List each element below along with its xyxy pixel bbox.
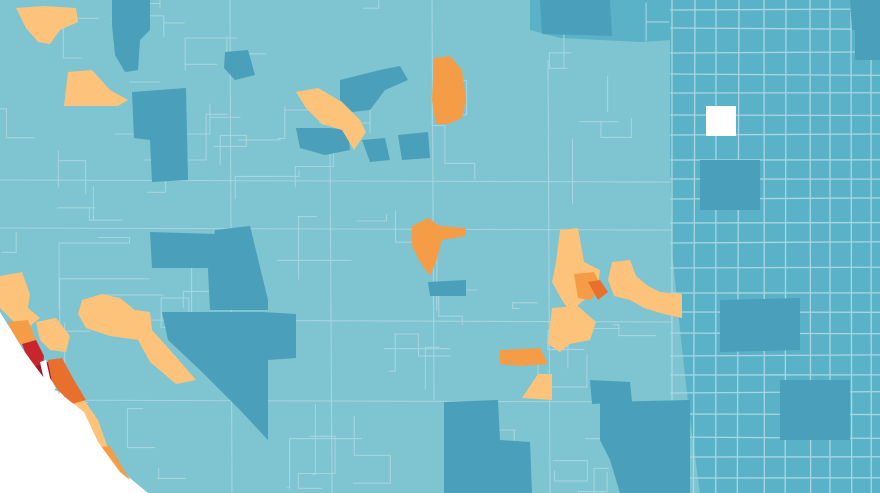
- county-line: [645, 2, 669, 41]
- county-dark-2: [132, 88, 188, 182]
- county-dark-5: [162, 312, 296, 440]
- county-line: [357, 98, 371, 134]
- county-dark-13: [590, 380, 632, 404]
- county-line: [431, 0, 435, 401]
- county-dark-20: [540, 0, 612, 36]
- county-dark-19: [780, 380, 850, 440]
- county-lo-8: [548, 306, 596, 352]
- county-dark-8: [296, 128, 350, 155]
- county-line: [548, 33, 572, 69]
- county-line: [1, 231, 17, 253]
- county-line: [388, 333, 451, 372]
- dark-orange-counties: [48, 280, 608, 404]
- county-line: [0, 179, 673, 183]
- county-line: [669, 266, 880, 269]
- county-r-1: [22, 340, 44, 372]
- county-line: [286, 438, 362, 489]
- county-no-data: [706, 106, 736, 136]
- county-line: [57, 186, 123, 221]
- county-do-2: [588, 280, 608, 300]
- county-line: [126, 408, 156, 449]
- county-line: [329, 139, 333, 493]
- county-line: [362, 0, 380, 9]
- county-line: [57, 150, 87, 195]
- county-lo-7: [608, 260, 682, 318]
- county-lo-5: [78, 294, 196, 384]
- county-dark-6: [224, 50, 255, 80]
- county-do-1: [48, 358, 86, 404]
- county-dark-4: [208, 226, 268, 310]
- county-line: [0, 399, 673, 403]
- county-lo-11: [36, 318, 70, 352]
- county-dark-3: [150, 232, 215, 268]
- county-line: [297, 216, 317, 280]
- county-dark-12: [444, 400, 532, 493]
- county-line: [125, 15, 185, 37]
- ocean: [0, 315, 146, 493]
- county-line: [669, 354, 880, 357]
- county-dark-7: [340, 66, 408, 112]
- county-dark-9: [362, 138, 390, 162]
- county-line: [593, 467, 609, 493]
- county-dark-11: [428, 280, 466, 296]
- county-line: [578, 472, 608, 493]
- county-line: [234, 170, 300, 200]
- county-line: [0, 227, 673, 231]
- county-lo-3: [296, 88, 366, 150]
- county-grid-east: [669, 0, 880, 493]
- county-line: [352, 415, 391, 484]
- county-line: [669, 114, 880, 117]
- county-line: [552, 460, 588, 482]
- county-line: [356, 214, 388, 222]
- county-line: [135, 0, 161, 9]
- county-lo-4: [0, 272, 40, 326]
- county-o-1: [432, 56, 466, 124]
- county-line: [156, 467, 186, 479]
- county-line: [0, 108, 35, 139]
- county-lo-9: [522, 374, 552, 400]
- county-line: [612, 324, 656, 337]
- county-o-3: [500, 348, 548, 366]
- county-lo-2: [64, 70, 128, 106]
- bay-water: [40, 360, 56, 392]
- county-line: [424, 346, 440, 390]
- county-dark-10: [398, 132, 430, 160]
- county-line: [692, 0, 696, 493]
- county-dark-1: [112, 0, 150, 72]
- county-line: [669, 241, 880, 244]
- county-line: [184, 37, 238, 71]
- county-line: [669, 133, 880, 136]
- county-line: [58, 236, 131, 310]
- county-line: [669, 27, 880, 30]
- county-line: [114, 103, 241, 135]
- county-line: [62, 17, 99, 59]
- county-line: [547, 59, 551, 493]
- county-o-2: [412, 218, 466, 276]
- county-line: [736, 0, 740, 493]
- county-lo-1: [16, 6, 78, 44]
- county-line: [312, 404, 316, 475]
- county-dark-15: [850, 0, 880, 30]
- county-line: [213, 134, 247, 166]
- county-line: [579, 118, 632, 138]
- county-dark-17: [700, 160, 760, 210]
- county-line: [669, 8, 880, 11]
- county-line: [512, 302, 538, 309]
- county-line: [160, 262, 193, 328]
- county-dark-16: [855, 30, 880, 60]
- dark-blue-counties: [112, 0, 880, 493]
- county-line: [669, 73, 880, 77]
- county-line: [850, 0, 853, 493]
- county-line: [297, 435, 336, 489]
- county-line: [669, 51, 880, 54]
- county-dark-18: [720, 298, 800, 352]
- red-counties: [22, 340, 44, 372]
- county-dark-14: [600, 400, 690, 493]
